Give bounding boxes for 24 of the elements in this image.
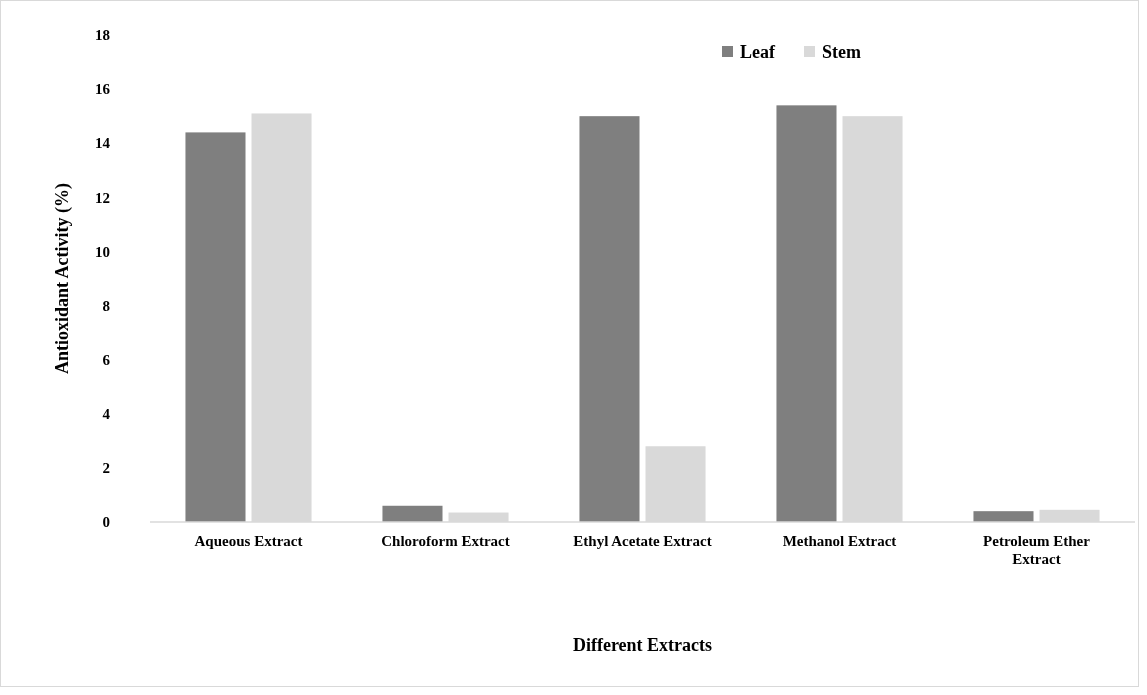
x-tick-label: Chloroform Extract (381, 533, 510, 549)
x-axis-title: Different Extracts (572, 635, 713, 655)
legend-label: Leaf (740, 42, 776, 63)
bar (382, 505, 443, 522)
bar (776, 105, 837, 522)
bar (185, 132, 246, 522)
y-tick-label: 6 (102, 351, 111, 368)
x-tick-label: Methanol Extract (782, 533, 897, 549)
y-tick-label: 18 (95, 27, 110, 44)
y-tick-label: 8 (102, 297, 110, 314)
y-tick-label: 2 (102, 460, 110, 477)
y-axis-title: Antioxidant Activity (%) (52, 183, 73, 374)
y-tick-label: 0 (102, 514, 110, 531)
y-tick-label: 4 (102, 406, 111, 423)
y-tick-label: 16 (95, 81, 111, 98)
legend-label: Stem (822, 42, 861, 63)
x-tick-label: Aqueous Extract (194, 533, 303, 549)
bar (579, 116, 640, 522)
y-tick-label: 12 (95, 189, 110, 206)
x-tick-label: Petroleum Ether Extract (983, 533, 1091, 567)
x-tick-label: Ethyl Acetate Extract (573, 533, 712, 549)
y-tick-label: 10 (95, 243, 110, 260)
y-tick-label: 14 (95, 135, 111, 152)
bar (973, 511, 1034, 522)
